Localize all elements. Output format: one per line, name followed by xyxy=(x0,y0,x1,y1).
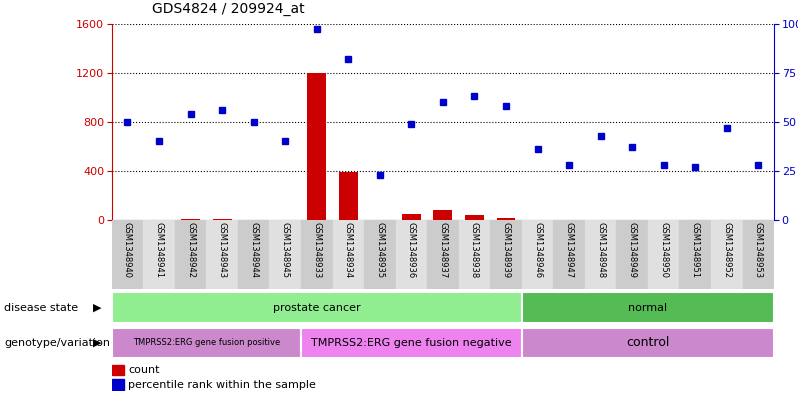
Text: genotype/variation: genotype/variation xyxy=(4,338,110,348)
Text: TMPRSS2:ERG gene fusion negative: TMPRSS2:ERG gene fusion negative xyxy=(311,338,512,348)
Bar xyxy=(522,292,774,323)
Bar xyxy=(522,328,774,358)
Text: GSM1348949: GSM1348949 xyxy=(628,222,637,278)
Text: GSM1348943: GSM1348943 xyxy=(218,222,227,278)
Text: GSM1348934: GSM1348934 xyxy=(344,222,353,278)
Text: ▶: ▶ xyxy=(93,338,101,348)
Bar xyxy=(433,210,452,220)
Text: disease state: disease state xyxy=(4,303,78,312)
Bar xyxy=(307,73,326,220)
Bar xyxy=(270,220,301,289)
Bar xyxy=(364,220,396,289)
Bar xyxy=(490,220,522,289)
Bar xyxy=(648,220,679,289)
Bar xyxy=(616,220,648,289)
Bar xyxy=(175,220,207,289)
Text: GSM1348937: GSM1348937 xyxy=(438,222,448,278)
Bar xyxy=(396,220,427,289)
Bar xyxy=(496,218,516,220)
Text: GSM1348933: GSM1348933 xyxy=(312,222,322,278)
Bar xyxy=(465,215,484,220)
Text: GSM1348940: GSM1348940 xyxy=(123,222,132,278)
Bar xyxy=(112,220,144,289)
Text: GSM1348946: GSM1348946 xyxy=(533,222,542,278)
Text: GSM1348941: GSM1348941 xyxy=(155,222,164,278)
Text: GSM1348953: GSM1348953 xyxy=(754,222,763,278)
Text: GSM1348947: GSM1348947 xyxy=(564,222,574,278)
Text: GSM1348938: GSM1348938 xyxy=(470,222,479,278)
Text: TMPRSS2:ERG gene fusion positive: TMPRSS2:ERG gene fusion positive xyxy=(132,338,280,347)
Bar xyxy=(459,220,490,289)
Bar xyxy=(585,220,616,289)
Text: GSM1348935: GSM1348935 xyxy=(375,222,385,278)
Bar xyxy=(181,219,200,220)
Bar xyxy=(238,220,270,289)
Text: GSM1348936: GSM1348936 xyxy=(407,222,416,278)
Text: GSM1348951: GSM1348951 xyxy=(691,222,700,278)
Bar xyxy=(112,365,124,375)
Text: GSM1348950: GSM1348950 xyxy=(659,222,668,278)
Bar xyxy=(427,220,459,289)
Bar xyxy=(112,292,522,323)
Text: GSM1348948: GSM1348948 xyxy=(596,222,605,278)
Bar xyxy=(522,220,553,289)
Bar xyxy=(112,379,124,389)
Text: prostate cancer: prostate cancer xyxy=(273,303,361,312)
Bar xyxy=(553,220,585,289)
Text: GDS4824 / 209924_at: GDS4824 / 209924_at xyxy=(152,2,304,16)
Bar xyxy=(402,214,421,220)
Bar xyxy=(339,172,358,220)
Text: GSM1348945: GSM1348945 xyxy=(281,222,290,278)
Text: ▶: ▶ xyxy=(93,303,101,312)
Bar xyxy=(742,220,774,289)
Bar xyxy=(301,220,333,289)
Bar xyxy=(711,220,742,289)
Text: control: control xyxy=(626,336,670,349)
Bar xyxy=(207,220,238,289)
Text: GSM1348942: GSM1348942 xyxy=(186,222,195,278)
Bar xyxy=(144,220,175,289)
Bar xyxy=(301,328,522,358)
Text: percentile rank within the sample: percentile rank within the sample xyxy=(128,380,316,389)
Bar xyxy=(212,219,231,220)
Bar xyxy=(333,220,364,289)
Text: normal: normal xyxy=(628,303,667,312)
Text: GSM1348939: GSM1348939 xyxy=(501,222,511,278)
Text: GSM1348952: GSM1348952 xyxy=(722,222,731,278)
Bar xyxy=(112,328,301,358)
Text: count: count xyxy=(128,365,160,375)
Text: GSM1348944: GSM1348944 xyxy=(249,222,258,278)
Bar xyxy=(679,220,711,289)
